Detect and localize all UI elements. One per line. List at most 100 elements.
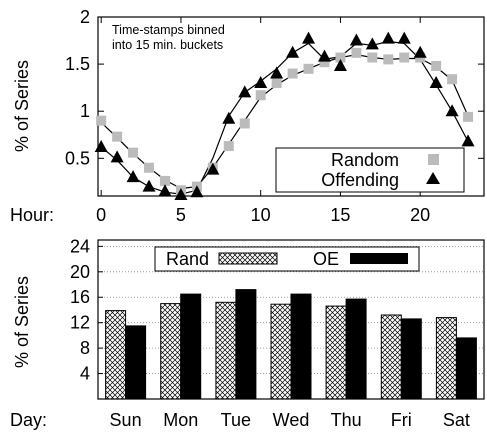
offending-point bbox=[174, 188, 188, 201]
random-point bbox=[463, 111, 474, 122]
hourly-line-chart: 0.5 1 1.5 2 0 5 10 15 20 % of Series Hour: Time… bbox=[10, 7, 485, 225]
random-point bbox=[159, 175, 170, 186]
daily-y-ticks: 4 8 12 16 20 24 bbox=[70, 236, 103, 384]
legend-oe-swatch bbox=[350, 253, 408, 264]
daily-y-tick-label: 20 bbox=[70, 262, 90, 282]
daily-x-tick-label-tue: Tue bbox=[221, 410, 251, 430]
oe-bar-fri bbox=[400, 318, 422, 400]
daily-x-tick-label-mon: Mon bbox=[163, 410, 198, 430]
random-point bbox=[399, 52, 410, 63]
offending-point bbox=[142, 179, 156, 192]
offending-point bbox=[445, 104, 459, 117]
rand-bar-mon bbox=[160, 303, 182, 400]
hourly-series bbox=[94, 31, 475, 201]
hourly-plot-frame bbox=[97, 16, 485, 197]
random-point bbox=[447, 74, 458, 85]
hourly-y-tick-label: 2 bbox=[80, 7, 90, 27]
random-point bbox=[128, 147, 139, 158]
daily-x-axis-label: Day: bbox=[10, 410, 47, 430]
hourly-annotation-line-1: Time-stamps binned bbox=[112, 23, 225, 37]
offending-point bbox=[126, 170, 140, 183]
hourly-y-tick-label: 1 bbox=[80, 101, 90, 121]
offending-point bbox=[381, 31, 395, 44]
offending-point bbox=[286, 45, 300, 58]
random-point bbox=[223, 141, 234, 152]
hourly-x-tick-label: 5 bbox=[176, 205, 186, 225]
legend-offending-label: Offending bbox=[321, 170, 399, 190]
hourly-x-axis-label: Hour: bbox=[10, 205, 54, 225]
rand-bar-wed bbox=[270, 303, 292, 400]
offending-point bbox=[158, 184, 172, 197]
offending-point bbox=[222, 111, 236, 124]
hourly-x-ticks: 0 5 10 15 20 bbox=[96, 17, 430, 225]
random-point bbox=[335, 52, 346, 63]
daily-y-tick-label: 24 bbox=[70, 236, 90, 256]
offending-point bbox=[110, 150, 124, 163]
offending-point bbox=[397, 31, 411, 44]
offending-point bbox=[94, 140, 108, 153]
daily-x-tick-label-sat: Sat bbox=[443, 410, 470, 430]
hourly-x-tick-label: 10 bbox=[251, 205, 271, 225]
daily-y-tick-label: 12 bbox=[70, 313, 90, 333]
offending-point bbox=[206, 162, 220, 175]
daily-x-tick-label-thu: Thu bbox=[331, 410, 362, 430]
hourly-y-tick-label: 1.5 bbox=[65, 54, 90, 74]
hourly-y-tick-label: 0.5 bbox=[65, 148, 90, 168]
daily-bars bbox=[105, 289, 477, 400]
offending-point bbox=[349, 33, 363, 46]
offending-point bbox=[317, 49, 331, 62]
legend-random-label: Random bbox=[331, 150, 399, 170]
offending-point bbox=[413, 45, 427, 58]
daily-plot-frame bbox=[97, 239, 485, 400]
oe-bar-thu bbox=[345, 298, 367, 400]
hourly-y-axis-label: % of Series bbox=[12, 60, 32, 152]
daily-y-tick-label: 4 bbox=[80, 364, 90, 384]
legend-offending-marker bbox=[426, 172, 440, 184]
daily-y-axis-label: % of Series bbox=[12, 276, 32, 368]
random-point bbox=[112, 131, 123, 142]
rand-bar-tue bbox=[215, 301, 237, 400]
offending-point bbox=[254, 75, 268, 88]
hourly-annotation-line-2: into 15 min. buckets bbox=[112, 38, 223, 52]
rand-bar-thu bbox=[325, 305, 347, 400]
random-point bbox=[351, 47, 362, 58]
daily-bar-chart: 4 8 12 16 20 24 Sun Mon Tue Wed Thu Fri Sat % of Se… bbox=[10, 236, 485, 430]
hourly-legend: Random Offending bbox=[275, 147, 465, 193]
random-point bbox=[271, 77, 282, 88]
oe-bar-mon bbox=[180, 293, 202, 400]
rand-bar-fri bbox=[380, 314, 402, 400]
offending-point bbox=[302, 31, 316, 44]
daily-y-tick-label: 8 bbox=[80, 338, 90, 358]
random-point bbox=[287, 68, 298, 79]
offending-point bbox=[238, 85, 252, 98]
oe-bar-wed bbox=[290, 293, 312, 400]
offending-point bbox=[190, 185, 204, 198]
random-point bbox=[303, 63, 314, 74]
random-point bbox=[144, 162, 155, 173]
daily-legend: Rand OE bbox=[154, 246, 420, 272]
legend-oe-label: OE bbox=[313, 249, 339, 269]
daily-x-tick-label-sun: Sun bbox=[110, 410, 142, 430]
random-point bbox=[319, 57, 330, 68]
hourly-x-tick-label: 0 bbox=[96, 205, 106, 225]
random-point bbox=[367, 52, 378, 63]
oe-bar-sat bbox=[455, 337, 477, 400]
daily-x-tick-label-fri: Fri bbox=[391, 410, 412, 430]
hourly-annotation: Time-stamps binned into 15 min. buckets bbox=[112, 23, 225, 52]
legend-rand-swatch bbox=[218, 252, 278, 265]
oe-bar-sun bbox=[125, 325, 147, 400]
offending-point bbox=[333, 58, 347, 71]
random-point bbox=[431, 60, 442, 71]
rand-bar-sun bbox=[105, 310, 127, 400]
rand-bar-sat bbox=[435, 317, 457, 400]
offending-point bbox=[429, 75, 443, 88]
daily-x-ticks: Sun Mon Tue Wed Thu Fri Sat bbox=[110, 410, 470, 430]
hourly-y-ticks: 0.5 1 1.5 2 bbox=[65, 7, 484, 168]
random-point bbox=[96, 115, 107, 126]
daily-y-tick-label: 16 bbox=[70, 287, 90, 307]
offending-point bbox=[365, 37, 379, 50]
random-point bbox=[255, 90, 266, 101]
daily-x-tick-label-wed: Wed bbox=[273, 410, 310, 430]
oe-bar-tue bbox=[235, 289, 257, 400]
